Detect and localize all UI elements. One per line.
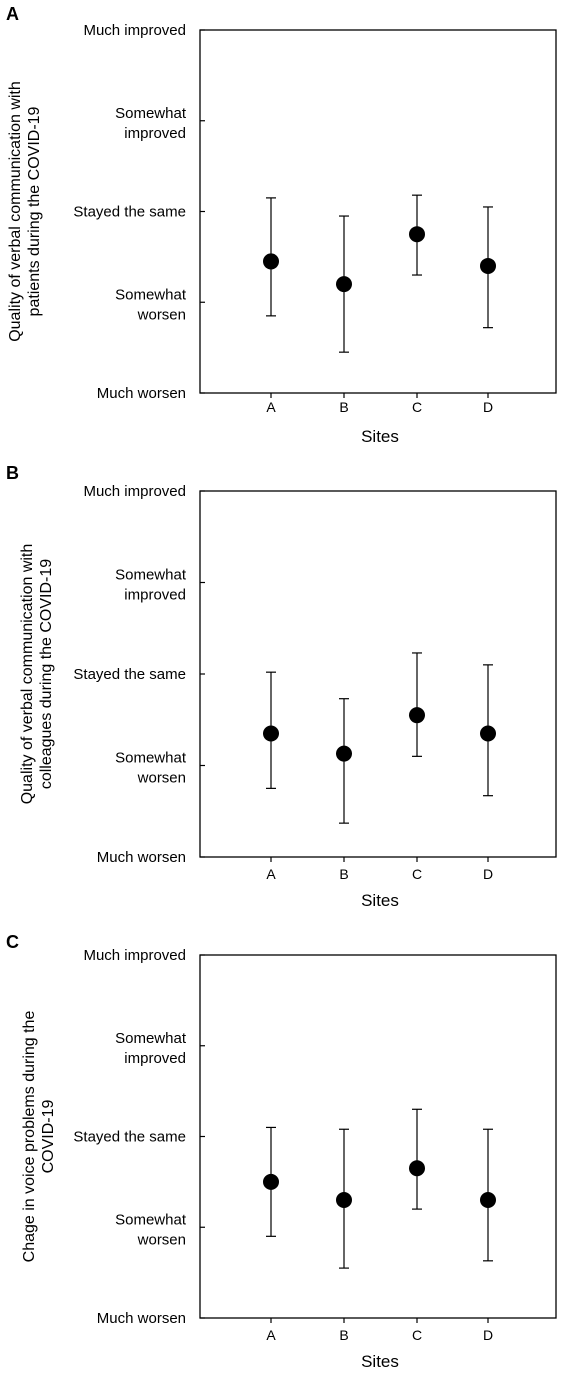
panel-label: C [6,932,19,952]
x-tick-label: B [339,1327,348,1343]
y-tick-label: Much worsen [97,849,186,866]
x-tick-label: C [412,399,422,415]
plot-frame [199,29,557,394]
data-point [263,253,279,270]
x-tick-label: A [266,399,276,415]
y-tick-label: Stayed the same [73,666,186,683]
data-point [480,1192,496,1209]
panel-label: A [6,4,19,24]
x-axis-title: Sites [361,1352,399,1371]
y-tick-label: Somewhat worsen [115,286,187,323]
y-tick-label: Somewhat worsen [115,750,187,787]
panel-c: C Much worsen Somewhat worsen Stayed the sam… [6,932,557,1371]
data-point [480,725,496,742]
x-tick-label: B [339,399,348,415]
y-axis-title: Quality of verbal communication with pati… [7,81,43,342]
data-point [480,257,496,274]
x-tick-label: D [483,399,493,415]
panel-label: B [6,463,19,483]
x-tick-label: C [412,866,422,882]
y-tick-label: Much improved [83,22,186,39]
x-tick-label: A [266,1327,276,1343]
panel-b: B Much worsen Somewhat worsen Stayed the sam… [6,463,557,910]
data-point [263,1173,279,1190]
y-axis-title: Quality of verbal communication with coll… [19,544,55,805]
x-tick-label: B [339,866,348,882]
data-point [336,276,352,293]
y-tick-label: Much worsen [97,1310,186,1327]
y-tick-label: Somewhat worsen [115,1211,187,1248]
y-tick-label: Somewhat improved [115,105,187,142]
data-point [336,1192,352,1209]
plot-frame [199,954,557,1319]
y-axis-title: Chage in voice problems during the COVID-… [21,1011,57,1263]
data-point [263,725,279,742]
plot-frame [199,490,557,858]
panel-a: A Much worsen Somewhat worsen Stayed the sam… [6,4,557,446]
x-tick-label: A [266,866,276,882]
x-tick-label: D [483,866,493,882]
data-point [409,226,425,243]
y-tick-label: Somewhat improved [115,567,187,604]
x-tick-label: D [483,1327,493,1343]
data-point [336,745,352,762]
data-point [409,1160,425,1177]
x-tick-label: C [412,1327,422,1343]
y-tick-label: Much improved [83,483,186,500]
x-axis-title: Sites [361,427,399,446]
y-tick-label: Much worsen [97,385,186,402]
y-tick-label: Somewhat improved [115,1030,187,1067]
y-tick-label: Much improved [83,947,186,964]
x-axis-title: Sites [361,891,399,910]
y-tick-label: Stayed the same [73,204,186,221]
y-tick-label: Stayed the same [73,1129,186,1146]
data-point [409,707,425,724]
